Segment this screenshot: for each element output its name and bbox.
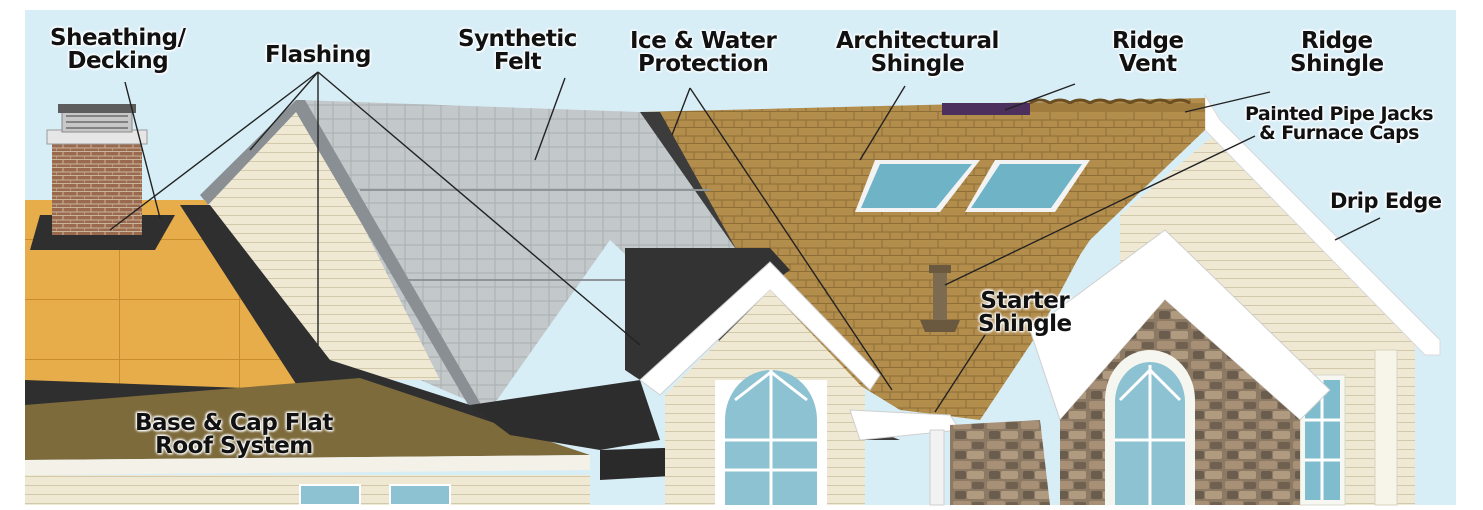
label-ridge-vent: Ridge Vent xyxy=(1112,28,1184,77)
label-starter-shingle: Starter Shingle xyxy=(978,288,1072,337)
label-drip-edge: Drip Edge xyxy=(1330,189,1442,213)
label-ice-water-protection: Ice & Water Protection xyxy=(630,28,777,77)
label-synthetic-felt: Synthetic Felt xyxy=(458,26,577,75)
label-base-cap-flat-roof: Base & Cap Flat Roof System xyxy=(135,410,333,459)
label-pipe-jacks-furnace-caps: Painted Pipe Jacks & Furnace Caps xyxy=(1245,103,1434,144)
label-flashing: Flashing xyxy=(265,42,371,68)
label-architectural-shingle: Architectural Shingle xyxy=(836,28,999,77)
label-ridge-shingle: Ridge Shingle xyxy=(1290,28,1384,77)
leader-lines xyxy=(109,71,1381,413)
label-sheathing-decking: Sheathing/ Decking xyxy=(50,25,186,74)
